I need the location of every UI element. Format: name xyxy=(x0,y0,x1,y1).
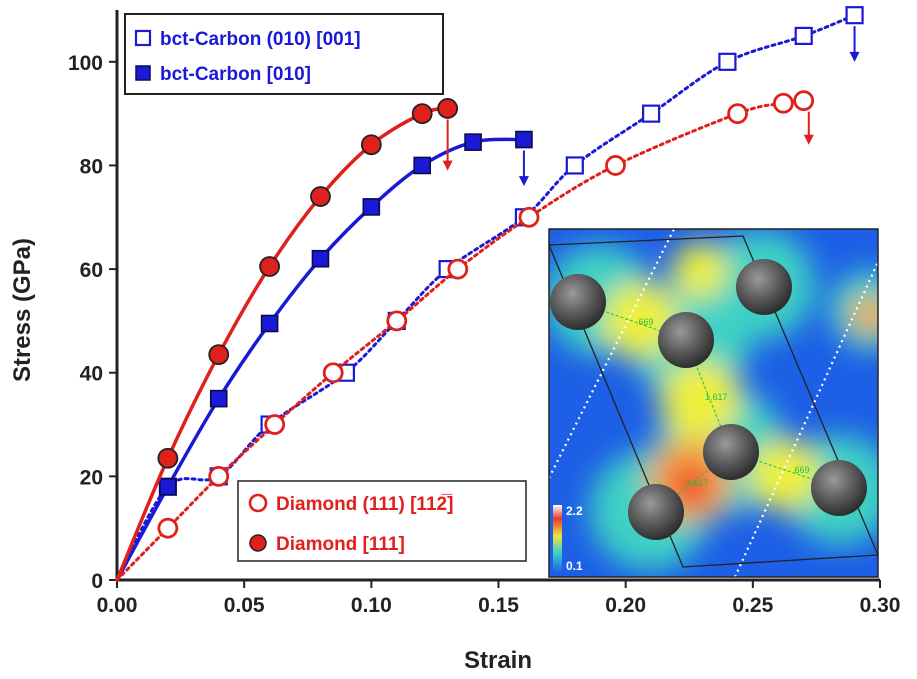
legend-marker-filled-square xyxy=(135,65,151,81)
x-tick-label: 0.00 xyxy=(97,594,138,617)
inset-elf-map: .669 1.617 1.617 .669 xyxy=(549,229,878,577)
series-filled-circle xyxy=(115,98,459,582)
bond-length-label: .669 xyxy=(792,465,810,475)
atom xyxy=(736,259,792,315)
data-point xyxy=(518,206,540,228)
x-tick-label: 0.30 xyxy=(860,594,901,617)
data-point xyxy=(411,103,433,125)
y-tick-label: 80 xyxy=(80,155,103,178)
failure-arrow-head xyxy=(518,176,529,187)
atom xyxy=(550,274,606,330)
data-point xyxy=(322,362,344,384)
slip-plane-line-2 xyxy=(733,261,878,577)
series-line xyxy=(115,137,526,582)
data-point xyxy=(515,130,533,149)
data-point xyxy=(793,90,815,112)
data-point xyxy=(413,156,432,175)
x-axis-title: Strain xyxy=(464,647,532,674)
data-point xyxy=(209,389,228,408)
atom xyxy=(811,460,867,516)
legend-marker-open-square xyxy=(134,29,152,47)
bond-length-label: .669 xyxy=(636,317,654,327)
x-tick-label: 0.20 xyxy=(605,594,646,617)
x-tick-label: 0.05 xyxy=(224,594,265,617)
y-axis-ticks: 0 20 40 60 80 100 xyxy=(68,52,117,593)
data-point xyxy=(157,447,179,469)
legend-label: bct-Carbon [010] xyxy=(160,64,311,85)
data-point xyxy=(157,517,179,539)
legend-marker-filled-circle xyxy=(249,534,267,552)
y-tick-label: 100 xyxy=(68,52,103,75)
data-point xyxy=(360,134,382,156)
atom xyxy=(628,484,684,540)
legend-top-box xyxy=(124,13,444,95)
colorbar-max-label: 2.2 xyxy=(566,504,583,518)
data-point xyxy=(845,6,864,25)
legend-label: Diamond (111) [112̅] xyxy=(276,494,453,515)
y-tick-label: 40 xyxy=(80,363,103,386)
colorbar-gradient xyxy=(553,505,562,573)
failure-arrow-head xyxy=(849,51,860,62)
data-point xyxy=(772,92,794,114)
inset-colorbar: 2.2 0.1 xyxy=(553,504,583,573)
data-point xyxy=(447,258,469,280)
atom xyxy=(658,312,714,368)
failure-arrow-head xyxy=(803,134,814,145)
data-point xyxy=(311,249,330,268)
slip-plane-line-1 xyxy=(549,229,675,479)
data-point xyxy=(208,344,230,365)
data-point xyxy=(641,104,661,123)
data-point xyxy=(208,465,230,487)
data-point xyxy=(727,103,748,125)
y-tick-label: 60 xyxy=(80,259,103,282)
legend-bottom: Diamond (111) [112̅] Diamond [111] xyxy=(237,480,527,562)
bond-length-label: 1.617 xyxy=(686,478,709,488)
series-open-circle xyxy=(115,90,815,582)
legend-label: Diamond [111] xyxy=(276,534,405,555)
data-point xyxy=(260,314,279,333)
legend-marker-open-circle xyxy=(248,493,268,513)
data-point xyxy=(464,133,482,151)
data-point xyxy=(386,310,408,332)
x-tick-label: 0.25 xyxy=(732,594,773,617)
legend-bottom-box xyxy=(237,480,527,562)
data-point xyxy=(159,477,177,496)
series-layer xyxy=(115,6,864,582)
data-point xyxy=(718,52,737,71)
data-point xyxy=(605,155,626,176)
failure-arrow-head xyxy=(442,160,453,171)
x-tick-label: 0.15 xyxy=(478,594,519,617)
data-point xyxy=(264,414,286,435)
legend-label: bct-Carbon (010) [001] xyxy=(160,29,361,50)
data-point xyxy=(437,98,459,119)
atom xyxy=(703,424,759,480)
inset-border xyxy=(548,228,879,578)
legend-top: bct-Carbon (010) [001] bct-Carbon [010] xyxy=(124,13,444,95)
data-point xyxy=(565,156,584,175)
unit-cell-outline xyxy=(549,235,878,568)
bond-length-label: 1.617 xyxy=(705,392,728,402)
colorbar-min-label: 0.1 xyxy=(566,559,583,573)
data-point xyxy=(259,256,281,277)
y-axis-title: Stress (GPa) xyxy=(9,238,36,382)
series-filled-square xyxy=(115,130,533,582)
data-point xyxy=(310,186,331,207)
failure-arrows xyxy=(442,26,860,187)
x-axis-ticks: 0.00 0.05 0.10 0.15 0.20 0.25 0.30 xyxy=(97,580,901,617)
y-tick-label: 0 xyxy=(91,570,103,593)
x-tick-label: 0.10 xyxy=(351,594,392,617)
y-tick-label: 20 xyxy=(80,466,103,489)
data-point xyxy=(362,198,381,216)
data-point xyxy=(794,26,813,46)
